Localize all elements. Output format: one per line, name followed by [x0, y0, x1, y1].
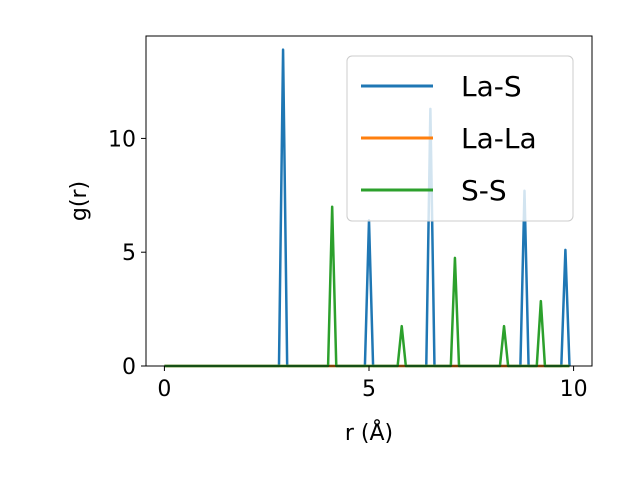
legend: La-S La-La S-S — [346, 55, 574, 222]
legend-label-0: La-S — [461, 70, 522, 103]
legend-label-1: La-La — [461, 122, 537, 155]
x-tick-label: 5 — [362, 377, 376, 402]
y-tick-label: 0 — [122, 355, 136, 380]
y-axis-title: g(r) — [67, 181, 92, 221]
x-tick-label: 0 — [157, 377, 171, 402]
x-axis: 0 5 10 — [157, 366, 588, 402]
y-tick-label: 5 — [122, 241, 136, 266]
x-axis-title: r (Å) — [345, 419, 393, 446]
x-tick-label: 10 — [560, 377, 588, 402]
y-tick-label: 10 — [108, 127, 136, 152]
legend-box — [346, 55, 574, 222]
series-line-2 — [164, 205, 570, 368]
y-axis: 0 5 10 — [108, 127, 146, 380]
legend-label-2: S-S — [461, 174, 507, 207]
